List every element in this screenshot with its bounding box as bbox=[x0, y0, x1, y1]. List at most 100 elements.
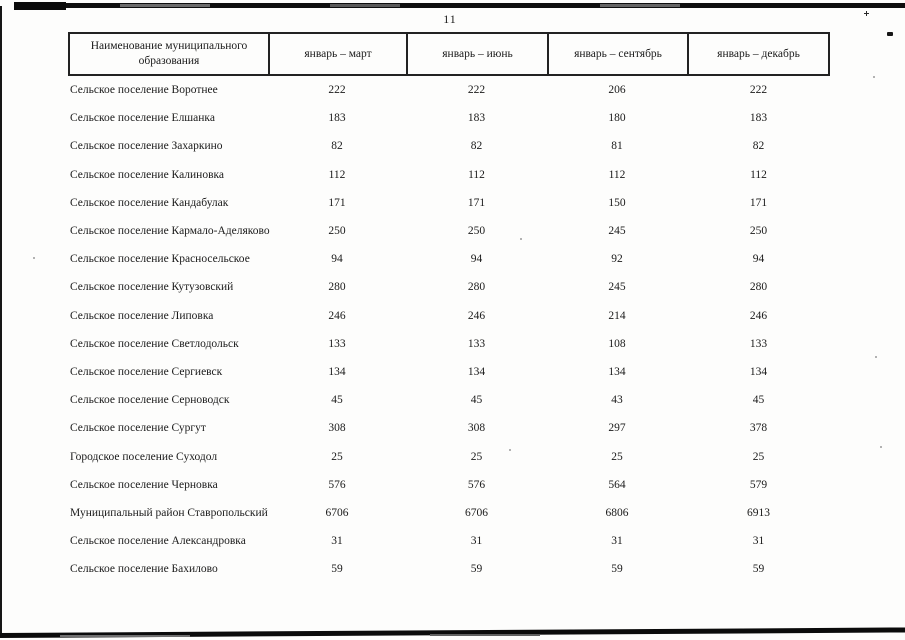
municipality-name: Сельское поселение Липовка bbox=[70, 309, 214, 322]
value-jan-dec: 94 bbox=[752, 253, 765, 266]
value-jan-sep: 134 bbox=[608, 365, 626, 378]
value-jan-dec: 45 bbox=[752, 394, 765, 407]
value-jan-mar: 59 bbox=[331, 563, 343, 576]
scan-speck bbox=[509, 449, 511, 451]
column-header-jan-sep: январь – сентябрь bbox=[547, 34, 687, 74]
value-jan-sep: 297 bbox=[608, 422, 626, 435]
table-row: Муниципальный район Ставропольский 6706 … bbox=[68, 499, 830, 527]
table-row: Городское поселение Суходол 25 25 25 25 bbox=[68, 442, 830, 470]
table-row: Сельское поселение Воротнее 222 222 206 … bbox=[68, 76, 830, 104]
municipality-name: Сельское поселение Серноводск bbox=[70, 394, 230, 407]
table-row: Сельское поселение Кармало-Аделяково 250… bbox=[68, 217, 830, 245]
value-jan-jun: 112 bbox=[468, 168, 485, 181]
municipality-name: Сельское поселение Светлодольск bbox=[70, 337, 239, 350]
value-jan-jun: 25 bbox=[470, 450, 483, 463]
value-jan-sep: 214 bbox=[608, 309, 626, 322]
value-jan-dec: 112 bbox=[750, 168, 767, 181]
value-jan-dec: 280 bbox=[749, 281, 768, 294]
table-header-row: Наименование муниципального образования … bbox=[68, 32, 830, 76]
table-row: Сельское поселение Калиновка 112 112 112… bbox=[68, 161, 830, 189]
municipality-name: Городское поселение Суходол bbox=[70, 450, 218, 463]
table-row: Сельское поселение Александровка 31 31 3… bbox=[68, 527, 830, 555]
value-jan-jun: 576 bbox=[467, 478, 486, 491]
scan-edge-top bbox=[16, 3, 905, 8]
municipality-name: Сельское поселение Александровка bbox=[70, 535, 246, 548]
municipality-name: Сельское поселение Калиновка bbox=[70, 168, 225, 181]
scan-speck bbox=[873, 76, 875, 78]
municipality-name: Сельское поселение Воротнее bbox=[70, 84, 218, 97]
scan-speck bbox=[880, 446, 882, 448]
value-jan-jun: 308 bbox=[467, 422, 486, 435]
value-jan-dec: 579 bbox=[749, 478, 768, 491]
table-row: Сельское поселение Елшанка 183 183 180 1… bbox=[68, 104, 830, 132]
value-jan-dec: 31 bbox=[752, 535, 765, 548]
scan-edge-bottom-segment bbox=[60, 635, 190, 637]
municipality-name: Муниципальный район Ставропольский bbox=[70, 506, 268, 519]
value-jan-jun: 6706 bbox=[465, 506, 488, 519]
scan-edge-top-segment bbox=[120, 4, 210, 7]
value-jan-dec: 250 bbox=[749, 225, 768, 238]
column-header-jan-mar: январь – март bbox=[268, 34, 406, 74]
table-row: Сельское поселение Сергиевск 134 134 134… bbox=[68, 358, 830, 386]
value-jan-mar: 171 bbox=[328, 196, 346, 209]
value-jan-mar: 280 bbox=[328, 281, 346, 294]
value-jan-sep: 245 bbox=[608, 225, 626, 238]
value-jan-mar: 45 bbox=[331, 394, 343, 407]
table-row: Сельское поселение Светлодольск 133 133 … bbox=[68, 330, 830, 358]
value-jan-jun: 171 bbox=[467, 196, 486, 209]
scan-edge-top-corner bbox=[14, 2, 66, 10]
scan-edge-top-segment bbox=[600, 4, 680, 7]
municipality-name: Сельское поселение Бахилово bbox=[70, 563, 218, 576]
value-jan-sep: 43 bbox=[611, 394, 623, 407]
scan-edge-top-segment bbox=[330, 4, 400, 7]
value-jan-jun: 222 bbox=[467, 84, 486, 97]
value-jan-dec: 59 bbox=[752, 563, 765, 576]
table-row: Сельское поселение Сургут 308 308 297 37… bbox=[68, 414, 830, 442]
value-jan-sep: 25 bbox=[611, 450, 623, 463]
scan-speck bbox=[33, 257, 35, 259]
value-jan-sep: 81 bbox=[611, 140, 623, 153]
value-jan-jun: 246 bbox=[467, 309, 486, 322]
table-row: Сельское поселение Бахилово 59 59 59 59 bbox=[68, 555, 830, 583]
value-jan-sep: 564 bbox=[608, 478, 626, 491]
table-row: Сельское поселение Липовка 246 246 214 2… bbox=[68, 302, 830, 330]
value-jan-jun: 45 bbox=[470, 394, 483, 407]
value-jan-dec: 183 bbox=[749, 112, 768, 125]
value-jan-mar: 133 bbox=[328, 337, 346, 350]
value-jan-sep: 31 bbox=[611, 535, 623, 548]
value-jan-sep: 92 bbox=[611, 253, 623, 266]
scan-edge-left bbox=[0, 6, 2, 634]
municipality-name: Сельское поселение Черновка bbox=[70, 478, 218, 491]
value-jan-mar: 246 bbox=[328, 309, 346, 322]
municipality-name: Сельское поселение Сургут bbox=[70, 422, 206, 435]
municipality-name: Сельское поселение Кандабулак bbox=[70, 196, 229, 209]
value-jan-mar: 134 bbox=[328, 365, 346, 378]
value-jan-mar: 112 bbox=[328, 168, 346, 181]
value-jan-dec: 133 bbox=[749, 337, 768, 350]
value-jan-jun: 31 bbox=[470, 535, 483, 548]
value-jan-dec: 134 bbox=[749, 365, 768, 378]
value-jan-jun: 94 bbox=[470, 253, 483, 266]
page-number: 11 bbox=[443, 12, 457, 26]
value-jan-mar: 31 bbox=[331, 535, 343, 548]
value-jan-dec: 171 bbox=[749, 196, 768, 209]
column-header-jan-jun: январь – июнь bbox=[406, 34, 547, 74]
municipality-name: Сельское поселение Кармало-Аделяково bbox=[70, 225, 270, 238]
municipality-name: Сельское поселение Сергиевск bbox=[70, 365, 223, 378]
value-jan-dec: 222 bbox=[749, 84, 768, 97]
table-row: Сельское поселение Серноводск 45 45 43 4… bbox=[68, 386, 830, 414]
value-jan-sep: 245 bbox=[608, 281, 626, 294]
value-jan-jun: 280 bbox=[467, 281, 486, 294]
scan-edge-bottom-segment bbox=[430, 634, 540, 636]
value-jan-sep: 150 bbox=[608, 196, 626, 209]
table-row: Сельское поселение Кутузовский 280 280 2… bbox=[68, 273, 830, 301]
column-header-jan-dec: январь – декабрь bbox=[687, 34, 828, 74]
value-jan-jun: 183 bbox=[467, 112, 486, 125]
value-jan-mar: 576 bbox=[328, 478, 346, 491]
table-row: Сельское поселение Черновка 576 576 564 … bbox=[68, 471, 830, 499]
municipalities-table: Наименование муниципального образования … bbox=[68, 32, 830, 583]
value-jan-mar: 82 bbox=[331, 140, 343, 153]
value-jan-mar: 250 bbox=[328, 225, 346, 238]
value-jan-mar: 6706 bbox=[325, 506, 349, 519]
